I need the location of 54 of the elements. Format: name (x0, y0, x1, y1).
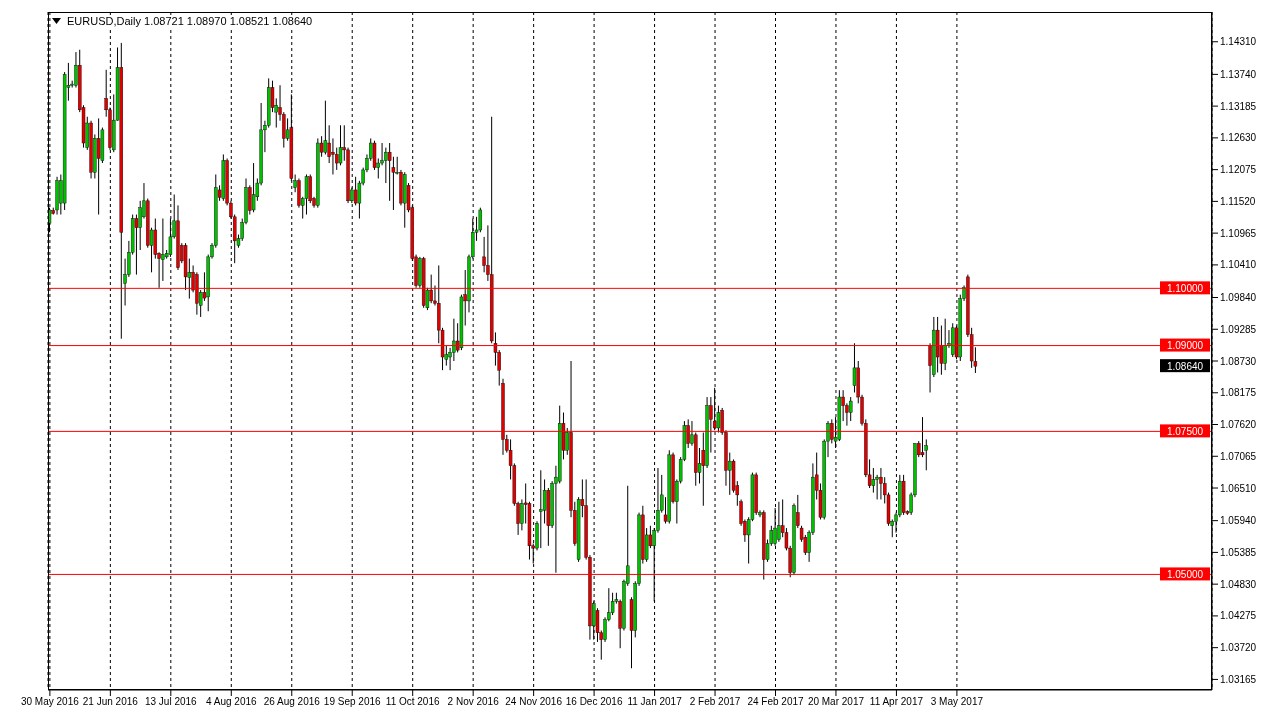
ref-line-label: 1.07500 (1166, 425, 1204, 437)
y-tick-label: 1.05385 (1220, 546, 1257, 558)
candlestick (943, 318, 947, 371)
x-tick-label: 16 Dec 2016 (565, 696, 623, 708)
x-tick-label: 11 Oct 2016 (385, 696, 440, 708)
x-tick-label: 2 Nov 2016 (447, 696, 500, 708)
y-tick-label: 1.04275 (1220, 610, 1257, 622)
ref-line-label: 1.10000 (1166, 282, 1204, 294)
y-tick-label: 1.09840 (1220, 292, 1257, 304)
y-tick-label: 1.12630 (1220, 132, 1257, 144)
ref-line-label: 1.09000 (1166, 340, 1204, 352)
candlestick (251, 162, 256, 213)
x-tick-label: 11 Apr 2017 (869, 696, 924, 708)
candlestick (777, 501, 781, 543)
y-tick-label: 1.03165 (1220, 673, 1257, 685)
annotation: 1.08640 (1166, 360, 1204, 372)
y-tick-label: 1.13740 (1220, 68, 1257, 80)
x-tick-label: 24 Feb 2017 (747, 696, 805, 708)
y-tick-label: 1.14310 (1220, 36, 1257, 48)
x-tick-label: 20 Mar 2017 (807, 696, 865, 708)
x-tick-label: 21 Jun 2016 (82, 696, 139, 708)
x-tick-label: 11 Jan 2017 (627, 696, 683, 708)
y-tick-label: 1.13185 (1220, 100, 1257, 112)
y-tick-label: 1.12075 (1220, 164, 1257, 176)
y-tick-label: 1.10965 (1220, 227, 1257, 239)
y-tick-label: 1.03720 (1220, 642, 1257, 654)
candlestick (879, 467, 883, 500)
candlestick (338, 124, 343, 166)
x-tick-label: 3 May 2017 (930, 696, 984, 708)
y-tick-label: 1.04830 (1220, 578, 1257, 590)
y-tick-label: 1.06510 (1220, 482, 1257, 494)
x-tick-label: 26 Aug 2016 (263, 696, 321, 708)
candlestick (830, 418, 834, 444)
ref-line-label: 1.05000 (1166, 568, 1204, 580)
candlestick (429, 274, 433, 304)
y-tick-label: 1.09285 (1220, 323, 1257, 335)
y-tick-label: 1.07620 (1220, 419, 1257, 431)
candlestick (331, 137, 335, 175)
x-tick-label: 2 Feb 2017 (689, 696, 741, 708)
chart-title: EURUSD,Daily 1.08721 1.08970 1.08521 1.08640 (67, 15, 313, 27)
y-tick-label: 1.10410 (1220, 259, 1257, 271)
candlestick (384, 147, 388, 184)
y-tick-label: 1.08730 (1220, 355, 1257, 367)
x-tick-label: 13 Jul 2016 (144, 696, 198, 708)
x-tick-label: 30 May 2016 (20, 696, 80, 708)
y-tick-label: 1.05940 (1220, 515, 1257, 527)
x-tick-label: 4 Aug 2016 (205, 696, 258, 708)
x-tick-label: 24 Nov 2016 (505, 696, 563, 708)
x-tick-label: 19 Sep 2016 (323, 696, 382, 708)
y-tick-label: 1.11520 (1220, 195, 1256, 207)
candlestick (849, 396, 853, 422)
y-tick-label: 1.08175 (1220, 387, 1257, 399)
y-tick-label: 1.07065 (1220, 450, 1257, 462)
candlestick (539, 469, 543, 549)
